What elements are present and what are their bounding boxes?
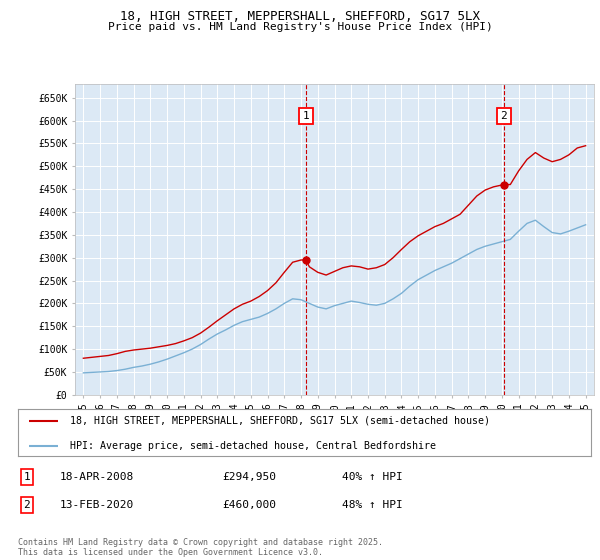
Text: 18-APR-2008: 18-APR-2008 bbox=[60, 472, 134, 482]
Text: 1: 1 bbox=[302, 111, 309, 121]
Text: 40% ↑ HPI: 40% ↑ HPI bbox=[342, 472, 403, 482]
Text: 18, HIGH STREET, MEPPERSHALL, SHEFFORD, SG17 5LX: 18, HIGH STREET, MEPPERSHALL, SHEFFORD, … bbox=[120, 10, 480, 23]
Text: 2: 2 bbox=[500, 111, 508, 121]
Text: 48% ↑ HPI: 48% ↑ HPI bbox=[342, 500, 403, 510]
Text: 13-FEB-2020: 13-FEB-2020 bbox=[60, 500, 134, 510]
Text: 1: 1 bbox=[23, 472, 31, 482]
Text: £460,000: £460,000 bbox=[222, 500, 276, 510]
Text: 18, HIGH STREET, MEPPERSHALL, SHEFFORD, SG17 5LX (semi-detached house): 18, HIGH STREET, MEPPERSHALL, SHEFFORD, … bbox=[70, 416, 490, 426]
Text: Price paid vs. HM Land Registry's House Price Index (HPI): Price paid vs. HM Land Registry's House … bbox=[107, 22, 493, 32]
Text: HPI: Average price, semi-detached house, Central Bedfordshire: HPI: Average price, semi-detached house,… bbox=[70, 441, 436, 451]
Text: 2: 2 bbox=[23, 500, 31, 510]
Text: £294,950: £294,950 bbox=[222, 472, 276, 482]
Text: Contains HM Land Registry data © Crown copyright and database right 2025.
This d: Contains HM Land Registry data © Crown c… bbox=[18, 538, 383, 557]
